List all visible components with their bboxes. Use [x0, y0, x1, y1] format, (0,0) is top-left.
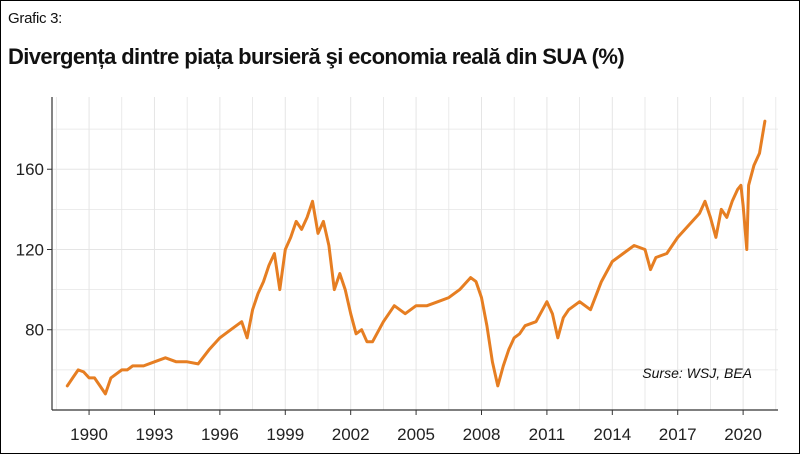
x-tick-label: 1999: [266, 425, 304, 444]
chart-title: Divergența dintre piața bursieră şi econ…: [8, 44, 625, 69]
y-tick-label: 80: [25, 321, 44, 340]
x-tick-label: 2002: [332, 425, 370, 444]
series-line: [65, 119, 767, 396]
figure-label: Grafic 3:: [8, 10, 62, 27]
x-tick-label: 2005: [397, 425, 435, 444]
x-tick-label: 1990: [70, 425, 108, 444]
y-tick-label: 120: [16, 240, 44, 259]
source-note: Surse: WSJ, BEA: [642, 365, 752, 381]
x-tick-label: 2020: [724, 425, 762, 444]
y-axis-ticks: 80 120 160: [16, 160, 52, 340]
x-tick-label: 2008: [463, 425, 501, 444]
x-axis-ticks: 1990 1993 1996 1999 2002 2005 2008 2011 2014 2017…: [70, 410, 762, 444]
plot-area: [52, 97, 778, 410]
x-tick-label: 1996: [201, 425, 239, 444]
x-tick-label: 2017: [659, 425, 697, 444]
grid: [52, 97, 778, 410]
x-tick-label: 2014: [593, 425, 631, 444]
x-tick-label: 1993: [136, 425, 174, 444]
x-tick-label: 2011: [529, 425, 566, 444]
y-tick-label: 160: [16, 160, 44, 179]
